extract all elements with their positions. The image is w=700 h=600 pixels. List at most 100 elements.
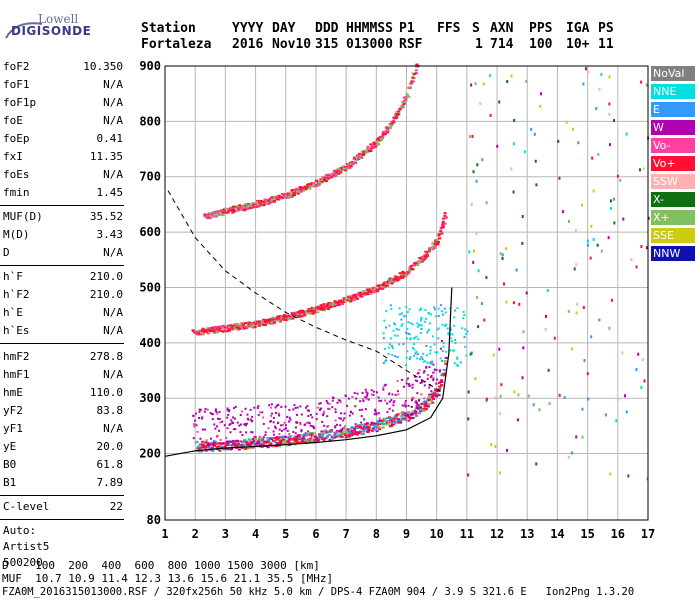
echo-point: [443, 360, 447, 363]
echo-point: [288, 444, 292, 447]
echo-point: [436, 378, 439, 381]
echo-point: [269, 436, 273, 439]
echo-point: [415, 402, 418, 405]
echo-point: [313, 438, 317, 441]
x-tick-label: 3: [222, 527, 229, 541]
echo-point: [608, 102, 611, 106]
echo-point: [505, 300, 508, 304]
echo-point: [312, 182, 316, 185]
echo-point: [300, 437, 304, 440]
echo-point: [326, 303, 330, 306]
echo-point: [275, 437, 279, 440]
echo-point: [294, 190, 298, 193]
param-name: yE: [3, 440, 17, 453]
echo-point: [242, 327, 246, 330]
echo-point: [334, 174, 338, 177]
echo-point: [229, 447, 233, 450]
echo-point: [385, 359, 388, 362]
echo-point: [362, 290, 366, 293]
echo-point: [280, 438, 284, 441]
echo-point: [270, 403, 273, 406]
echo-point: [219, 438, 222, 441]
echo-point: [307, 430, 310, 433]
echo-point: [635, 265, 638, 269]
echo-point: [345, 434, 349, 437]
echo-point: [454, 309, 457, 312]
echo-point: [419, 257, 423, 260]
echo-point: [472, 170, 475, 174]
echo-point: [525, 291, 528, 295]
echo-point: [198, 416, 201, 419]
echo-point: [359, 154, 363, 157]
echo-point: [276, 197, 280, 200]
param-row-foep: foEp 0.41: [3, 132, 123, 147]
echo-point: [335, 431, 339, 434]
echo-point: [571, 127, 574, 131]
echo-point: [273, 200, 277, 203]
echo-point: [411, 323, 414, 326]
echo-point: [435, 393, 439, 396]
echo-point: [226, 407, 229, 410]
echo-point: [217, 445, 221, 448]
echo-point: [264, 434, 267, 437]
param-value: 1.45: [96, 186, 124, 199]
echo-point: [243, 322, 247, 325]
echo-point: [367, 426, 371, 429]
echo-point: [218, 325, 222, 328]
echo-point: [330, 429, 334, 432]
echo-point: [393, 114, 397, 117]
echo-point: [296, 192, 300, 195]
echo-point: [450, 339, 453, 342]
echo-point: [392, 401, 395, 404]
echo-point: [436, 390, 440, 393]
echo-point: [233, 443, 237, 446]
echo-point: [423, 256, 427, 259]
param-name: foF1p: [3, 96, 37, 109]
echo-point: [591, 156, 594, 160]
echo-point: [423, 360, 426, 363]
echo-point: [640, 80, 643, 84]
param-name: h`E: [3, 306, 23, 319]
echo-point: [218, 212, 222, 215]
echo-point: [345, 430, 349, 433]
echo-point: [571, 347, 574, 351]
echo-point: [391, 416, 395, 419]
echo-point: [386, 402, 389, 405]
echo-point: [613, 221, 616, 225]
echo-point: [319, 436, 323, 439]
echo-point: [429, 376, 432, 379]
echo-point: [231, 327, 235, 330]
echo-point: [597, 153, 600, 157]
echo-point: [225, 436, 228, 439]
echo-point: [600, 249, 603, 253]
echo-point: [228, 423, 231, 426]
echo-point: [329, 304, 333, 307]
echo-point: [311, 312, 315, 315]
echo-point: [241, 440, 245, 443]
echo-point: [358, 409, 361, 412]
echo-point: [198, 408, 201, 411]
echo-point: [386, 129, 390, 132]
echo-point: [232, 445, 236, 448]
echo-point: [388, 281, 392, 284]
echo-point: [624, 394, 627, 398]
echo-point: [218, 418, 221, 421]
param-row-d: D N/A: [3, 246, 123, 261]
echo-point: [283, 421, 286, 424]
echo-point: [294, 426, 297, 429]
x-tick-label: 4: [252, 527, 259, 541]
echo-point: [374, 409, 377, 412]
echo-point: [422, 407, 426, 410]
echo-point: [467, 473, 470, 477]
echo-point: [212, 215, 216, 218]
echo-point: [374, 145, 378, 148]
echo-point: [370, 429, 374, 432]
echo-point: [356, 392, 359, 395]
echo-point: [283, 318, 287, 321]
echo-point: [608, 326, 611, 330]
echo-point: [365, 397, 368, 400]
echo-point: [383, 281, 387, 284]
echo-point: [470, 351, 473, 355]
y-tick-label: 900: [139, 59, 161, 73]
echo-point: [219, 214, 223, 217]
